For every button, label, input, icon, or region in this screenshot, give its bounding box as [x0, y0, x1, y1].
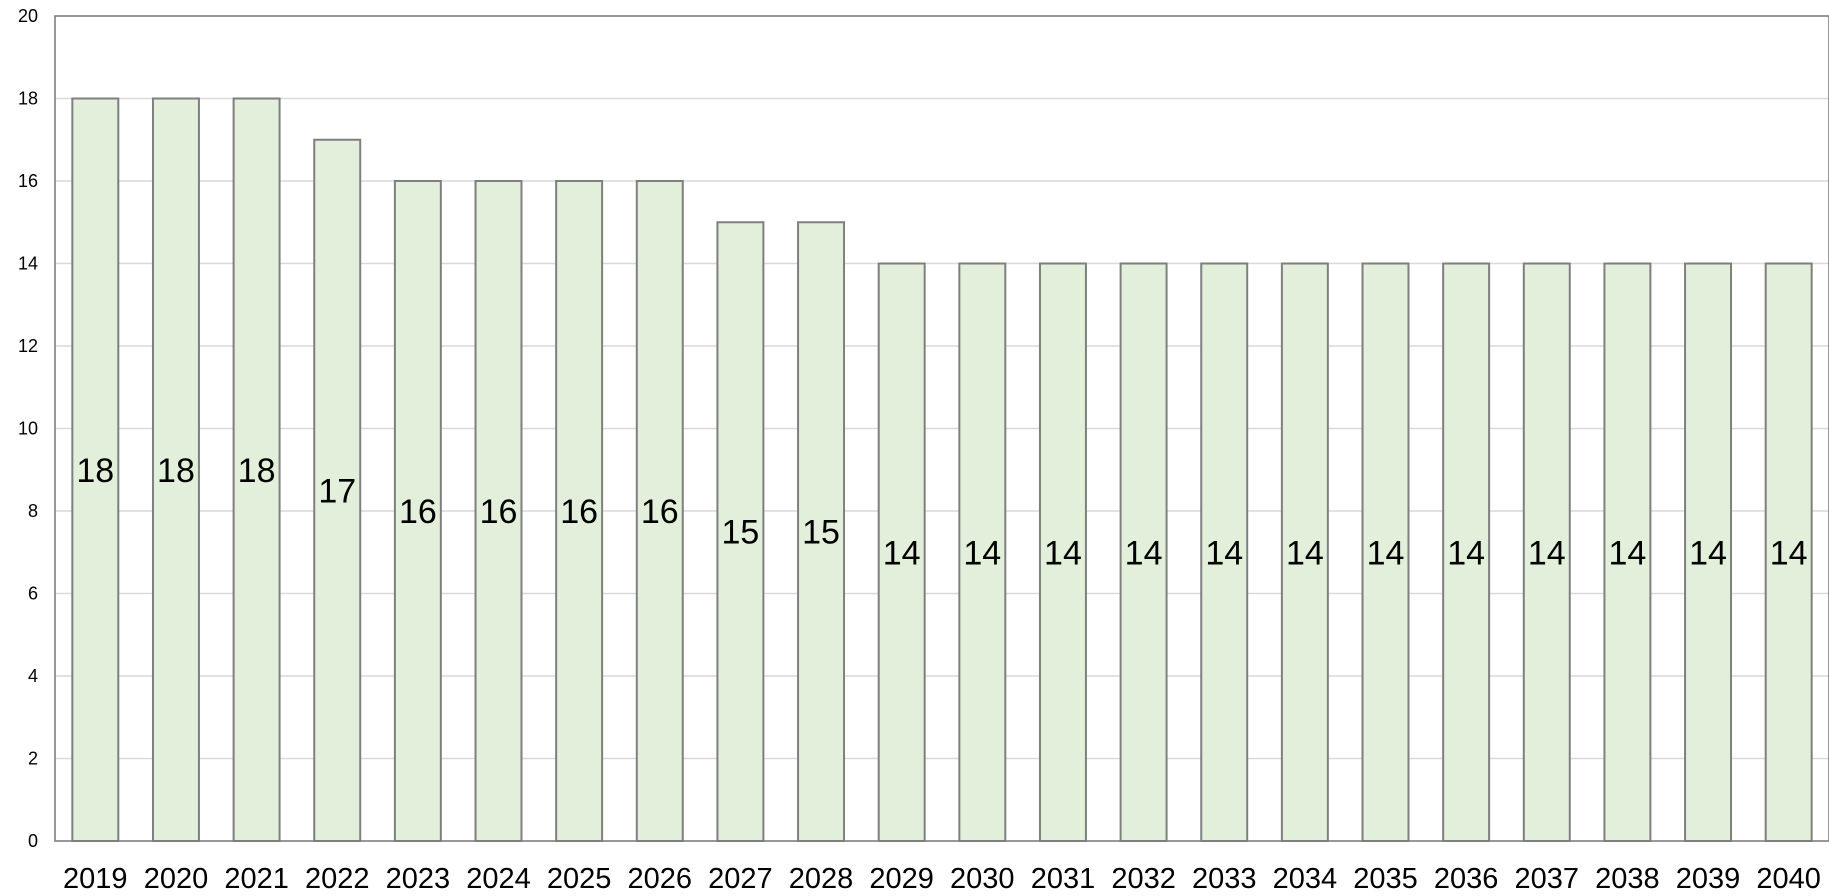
x-tick-label: 2033 [1192, 863, 1257, 895]
x-tick-label: 2025 [547, 863, 612, 895]
x-tick-label: 2022 [305, 863, 370, 895]
bar [1684, 262, 1733, 842]
y-axis-ticks: 0 2 4 6 8 10 12 14 16 18 20 [18, 6, 38, 851]
x-tick-label: 2023 [386, 863, 451, 895]
x-tick-label: 2035 [1353, 863, 1418, 895]
x-tick-label: 2032 [1111, 863, 1176, 895]
y-tick-label: 20 [18, 6, 38, 26]
y-tick-label: 14 [18, 254, 38, 274]
data-label: 14 [1447, 534, 1485, 572]
x-tick-label: 2040 [1756, 863, 1821, 895]
y-tick-label: 8 [28, 501, 38, 521]
bar [1442, 262, 1491, 842]
data-label: 14 [1044, 534, 1082, 572]
y-tick-label: 0 [28, 831, 38, 851]
x-tick-label: 2020 [144, 863, 209, 895]
y-tick-label: 18 [18, 89, 38, 109]
bar [1280, 262, 1329, 842]
data-label: 16 [560, 493, 598, 531]
x-tick-label: 2030 [950, 863, 1015, 895]
bar [1603, 262, 1652, 842]
data-label: 18 [157, 452, 195, 490]
bar [474, 180, 523, 842]
data-label: 14 [1125, 534, 1163, 572]
x-tick-label: 2024 [466, 863, 531, 895]
x-tick-label: 2039 [1676, 863, 1741, 895]
bar [1200, 262, 1249, 842]
x-axis-ticks: 2019 2020 2021 2022 2023 2024 2025 2026 2027 2028… [63, 863, 1821, 895]
data-label: 14 [883, 534, 921, 572]
x-tick-label: 2036 [1434, 863, 1499, 895]
data-label: 14 [1528, 534, 1566, 572]
y-tick-label: 4 [28, 666, 38, 686]
x-tick-label: 2026 [628, 863, 693, 895]
bar [877, 262, 926, 842]
y-tick-label: 10 [18, 419, 38, 439]
data-label: 16 [641, 493, 679, 531]
data-label: 18 [76, 452, 114, 490]
data-label: 14 [1205, 534, 1243, 572]
bar [71, 97, 120, 842]
bar [1764, 262, 1813, 842]
data-label: 17 [318, 472, 356, 510]
y-tick-label: 2 [28, 749, 38, 769]
bar [555, 180, 604, 842]
bar [1522, 262, 1571, 842]
plot-area-border [54, 15, 1829, 842]
y-tick-label: 12 [18, 336, 38, 356]
data-label: 15 [802, 514, 840, 552]
x-tick-label: 2019 [63, 863, 128, 895]
bar [1038, 262, 1087, 842]
y-tick-label: 6 [28, 584, 38, 604]
data-label: 16 [399, 493, 437, 531]
data-labels: 18 18 18 17 16 16 16 16 15 15 14 14 14 14 14 14 14 14 14 14… [76, 452, 1807, 573]
x-tick-label: 2038 [1595, 863, 1660, 895]
bar [958, 262, 1007, 842]
data-label: 15 [721, 514, 759, 552]
x-tick-label: 2031 [1031, 863, 1096, 895]
x-tick-label: 2021 [224, 863, 289, 895]
data-label: 14 [1608, 534, 1646, 572]
bar [716, 221, 765, 842]
bars [71, 97, 1813, 842]
data-label: 14 [1770, 534, 1808, 572]
x-tick-label: 2027 [708, 863, 773, 895]
data-label: 16 [480, 493, 518, 531]
data-label: 14 [1689, 534, 1727, 572]
x-tick-label: 2029 [869, 863, 934, 895]
x-tick-label: 2034 [1273, 863, 1338, 895]
data-label: 14 [1367, 534, 1405, 572]
x-tick-label: 2028 [789, 863, 854, 895]
bar [1361, 262, 1410, 842]
bar [1119, 262, 1168, 842]
bar [635, 180, 684, 842]
data-label: 14 [963, 534, 1001, 572]
data-label: 14 [1286, 534, 1324, 572]
y-tick-label: 16 [18, 171, 38, 191]
x-tick-label: 2037 [1515, 863, 1580, 895]
data-label: 18 [238, 452, 276, 490]
